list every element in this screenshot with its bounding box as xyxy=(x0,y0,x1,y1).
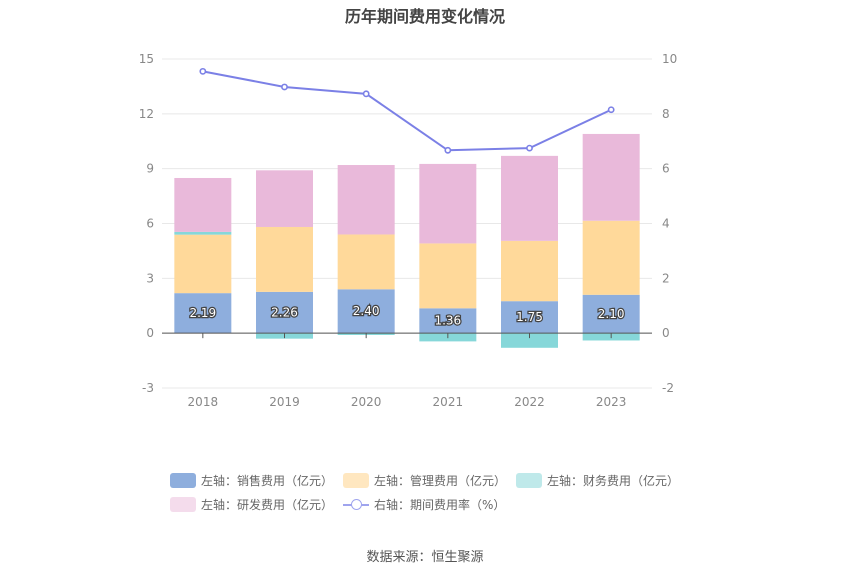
line-point-expense-ratio xyxy=(526,144,533,152)
legend-item-rnd[interactable]: 左轴：研发费用（亿元） xyxy=(170,496,333,513)
left-tick-label: 12 xyxy=(139,107,154,121)
bar-admin xyxy=(419,243,477,309)
data-label-sales: 2.10 xyxy=(598,307,625,321)
data-label-sales: 2.19 xyxy=(189,306,216,320)
x-tick-label: 2021 xyxy=(433,395,464,409)
legend-swatch-admin xyxy=(343,473,369,488)
legend-swatch-finance xyxy=(516,473,542,488)
legend-label-rnd: 左轴：研发费用（亿元） xyxy=(201,498,334,512)
bar-admin xyxy=(501,240,558,302)
legend-label-sales: 左轴：销售费用（亿元） xyxy=(201,474,334,488)
legend-item-admin[interactable]: 左轴：管理费用（亿元） xyxy=(343,472,506,489)
legend-item-sales[interactable]: 左轴：销售费用（亿元） xyxy=(170,472,333,489)
legend-item-finance[interactable]: 左轴：财务费用（亿元） xyxy=(516,472,679,489)
x-tick-label: 2022 xyxy=(514,395,545,409)
bar-rnd xyxy=(337,165,395,235)
x-tick-label: 2019 xyxy=(269,395,300,409)
bar-finance xyxy=(501,333,558,348)
legend-swatch-expense-ratio xyxy=(343,497,369,512)
bar-rnd xyxy=(174,177,232,232)
bar-admin xyxy=(582,220,640,295)
right-tick-label: 10 xyxy=(662,52,677,66)
line-point-expense-ratio xyxy=(607,106,615,114)
bar-sales xyxy=(256,291,313,334)
line-expense-ratio xyxy=(202,70,612,152)
bar-sales xyxy=(419,308,477,334)
data-label-sales: 2.26 xyxy=(271,306,298,320)
x-tick-label: 2018 xyxy=(188,395,219,409)
bar-sales xyxy=(174,293,232,334)
legend-label-finance: 左轴：财务费用（亿元） xyxy=(547,474,680,488)
bar-rnd xyxy=(582,133,640,221)
right-tick-label: 6 xyxy=(662,162,670,176)
left-tick-label: 9 xyxy=(146,162,154,176)
bar-finance xyxy=(174,231,232,235)
bar-admin xyxy=(256,226,313,292)
legend-label-expense-ratio: 右轴：期间费用率（%） xyxy=(374,498,506,512)
legend-swatch-sales xyxy=(170,473,196,488)
right-tick-label: 8 xyxy=(662,107,670,121)
data-source: 数据来源：恒生聚源 xyxy=(366,550,484,565)
data-label-sales: 1.36 xyxy=(434,314,461,328)
data-label-sales: 2.40 xyxy=(353,304,380,318)
left-tick-label: -3 xyxy=(142,381,154,395)
legend-label-admin: 左轴：管理费用（亿元） xyxy=(374,474,507,488)
right-tick-label: 2 xyxy=(662,271,670,285)
left-tick-label: 0 xyxy=(146,326,154,340)
line-point-expense-ratio xyxy=(281,83,288,91)
x-tick-label: 2023 xyxy=(596,395,627,409)
line-point-expense-ratio xyxy=(362,90,370,98)
data-label-sales: 1.75 xyxy=(516,310,543,324)
bar-rnd xyxy=(419,163,477,244)
bar-admin xyxy=(174,234,232,294)
right-tick-label: 4 xyxy=(662,217,670,231)
bar-sales xyxy=(582,294,640,334)
bar-rnd xyxy=(501,155,558,241)
bar-admin xyxy=(337,234,395,290)
bar-sales xyxy=(501,301,558,334)
left-tick-label: 3 xyxy=(146,271,154,285)
right-tick-label: -2 xyxy=(662,381,674,395)
chart-title: 历年期间费用变化情况 xyxy=(344,7,505,26)
left-tick-label: 6 xyxy=(146,217,154,231)
x-tick-label: 2020 xyxy=(351,395,382,409)
right-tick-label: 0 xyxy=(662,326,670,340)
line-point-expense-ratio xyxy=(444,146,452,154)
legend-item-expense-ratio[interactable]: 右轴：期间费用率（%） xyxy=(343,496,505,513)
line-point-expense-ratio xyxy=(199,67,207,75)
left-tick-label: 15 xyxy=(139,52,154,66)
bar-rnd xyxy=(256,170,313,227)
legend-swatch-rnd xyxy=(170,497,196,512)
bar-sales xyxy=(337,289,395,334)
